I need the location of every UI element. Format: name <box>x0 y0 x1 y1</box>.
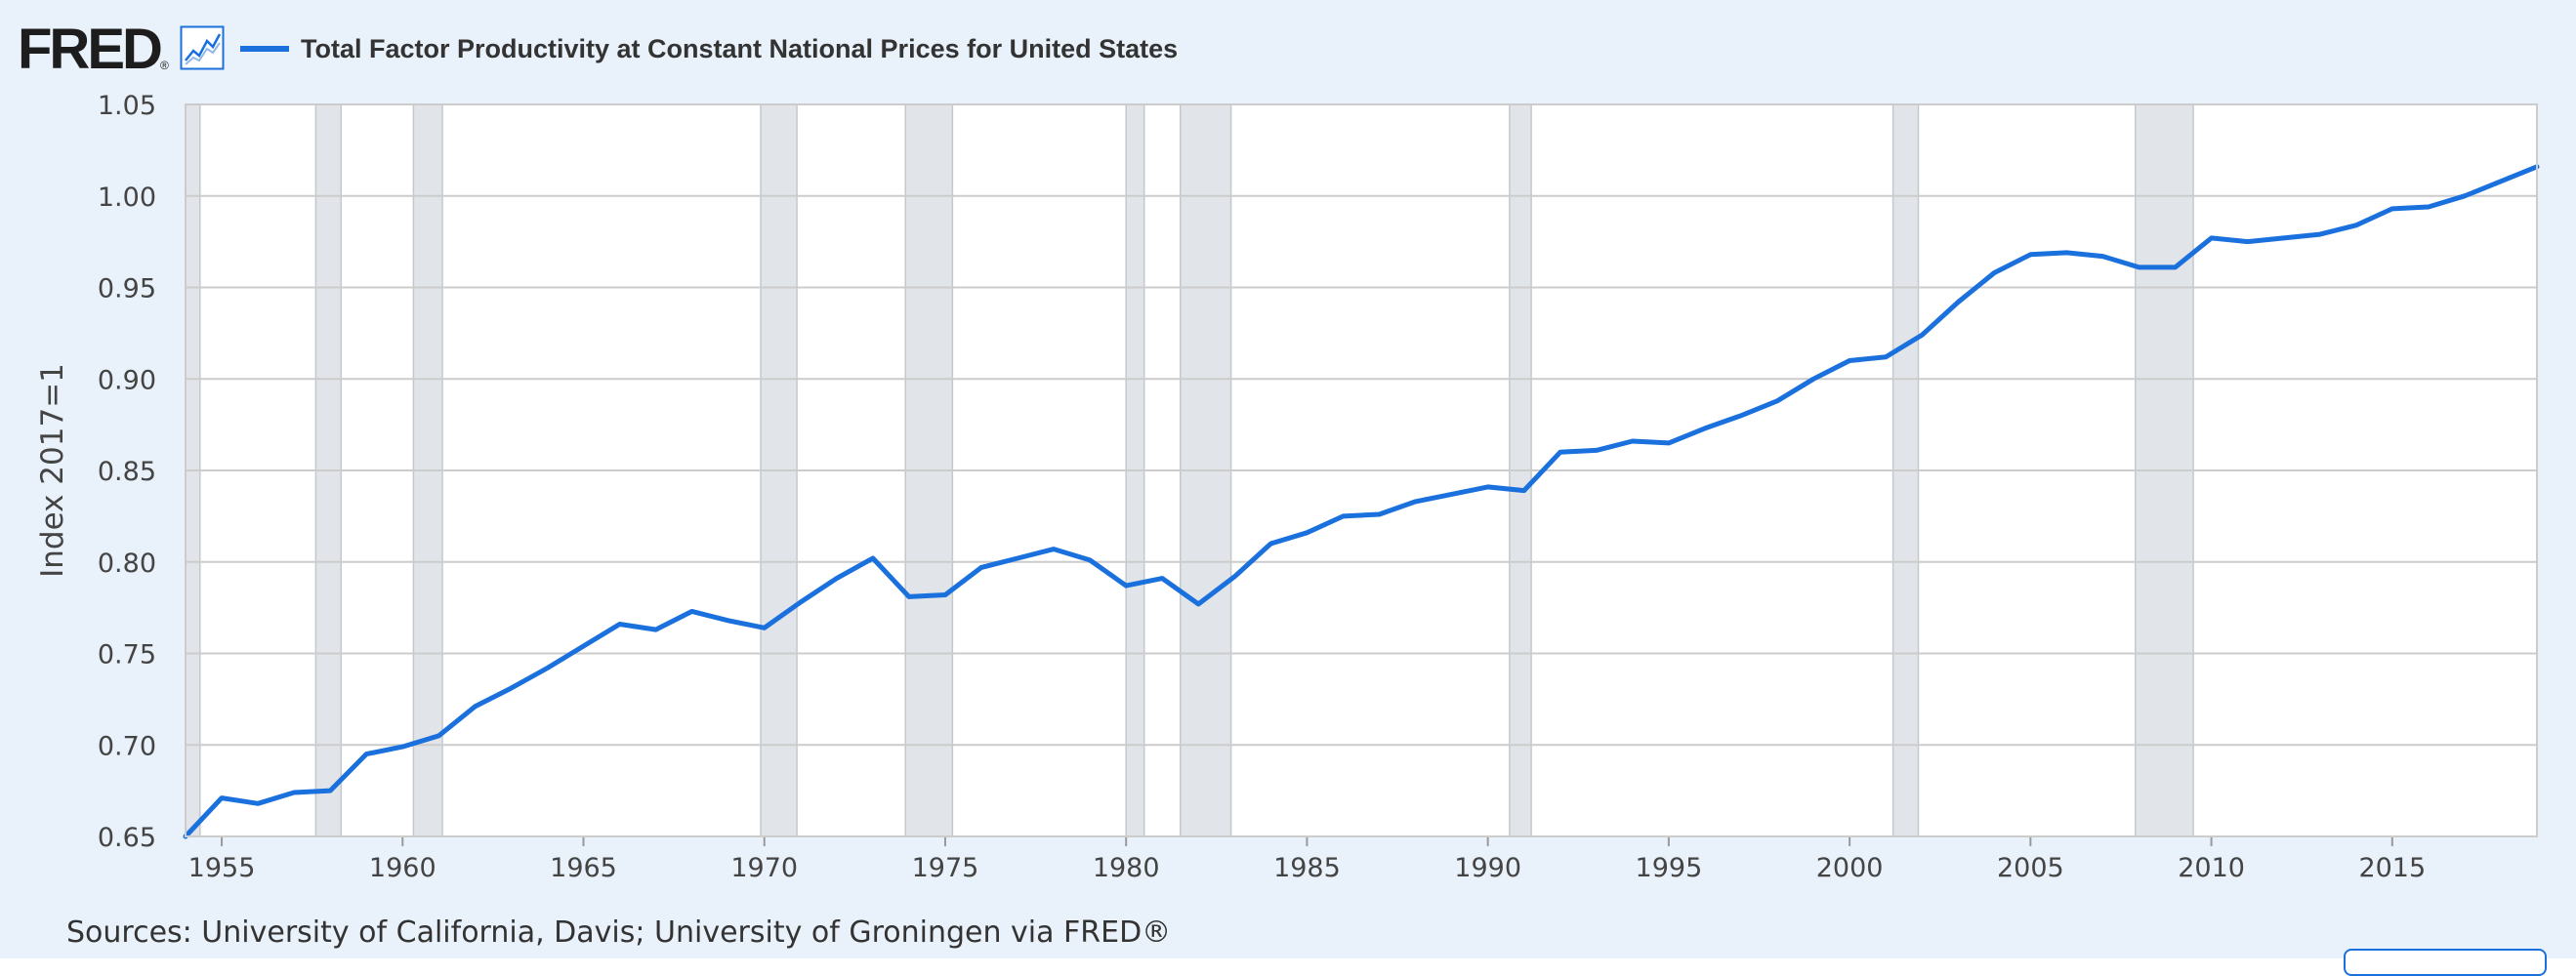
y-tick-label: 1.00 <box>98 183 156 213</box>
x-tick-label: 1980 <box>1093 853 1160 883</box>
sources-note: Sources: University of California, Davis… <box>66 915 1172 950</box>
x-tick-label: 2015 <box>2358 853 2426 883</box>
x-tick-label: 1975 <box>912 853 979 883</box>
x-tick-label: 2005 <box>1997 853 2064 883</box>
y-tick-label: 1.05 <box>98 91 156 121</box>
x-tick-label: 1985 <box>1273 853 1341 883</box>
fred-logo-registered-mark: ® <box>160 59 169 72</box>
chart-legend: Total Factor Productivity at Constant Na… <box>240 29 1178 68</box>
y-tick-label: 0.95 <box>98 274 156 305</box>
y-tick-label: 0.75 <box>98 640 156 671</box>
plot-area-border <box>185 103 2538 837</box>
x-tick-label: 1970 <box>730 853 798 883</box>
legend-series-swatch <box>240 46 289 52</box>
y-tick-label: 0.80 <box>98 549 156 579</box>
x-tick-label: 1960 <box>369 853 436 883</box>
series-layer <box>183 164 2540 839</box>
y-axis-ticks: 0.65 0.70 0.75 0.80 0.85 0.90 0.95 1.00 1.05 <box>98 91 156 853</box>
x-tick-label: 2010 <box>2178 853 2245 883</box>
x-tick-label: 1965 <box>550 853 617 883</box>
chart-header: FRED ® Total Factor Productivity at Cons… <box>0 0 2576 98</box>
x-tick-label: 2000 <box>1816 853 1884 883</box>
series-line[interactable] <box>183 164 2540 839</box>
x-tick-label: 1995 <box>1636 853 1703 883</box>
y-tick-label: 0.70 <box>98 731 156 761</box>
fred-logo[interactable]: FRED <box>18 18 163 81</box>
legend-series-label: Total Factor Productivity at Constant Na… <box>301 33 1179 63</box>
line-chart-icon[interactable] <box>180 25 225 70</box>
edit-graph-button[interactable] <box>2344 949 2547 976</box>
y-tick-label: 0.90 <box>98 365 156 395</box>
y-tick-label: 0.65 <box>98 823 156 853</box>
x-tick-label: 1955 <box>188 853 256 883</box>
y-tick-label: 0.85 <box>98 457 156 487</box>
y-axis-label: Index 2017=1 <box>35 363 70 578</box>
x-tick-label: 1990 <box>1454 853 1521 883</box>
x-axis-ticks: 1955 1960 1965 1970 1975 1980 1985 1990 1995 2000… <box>188 836 2426 883</box>
